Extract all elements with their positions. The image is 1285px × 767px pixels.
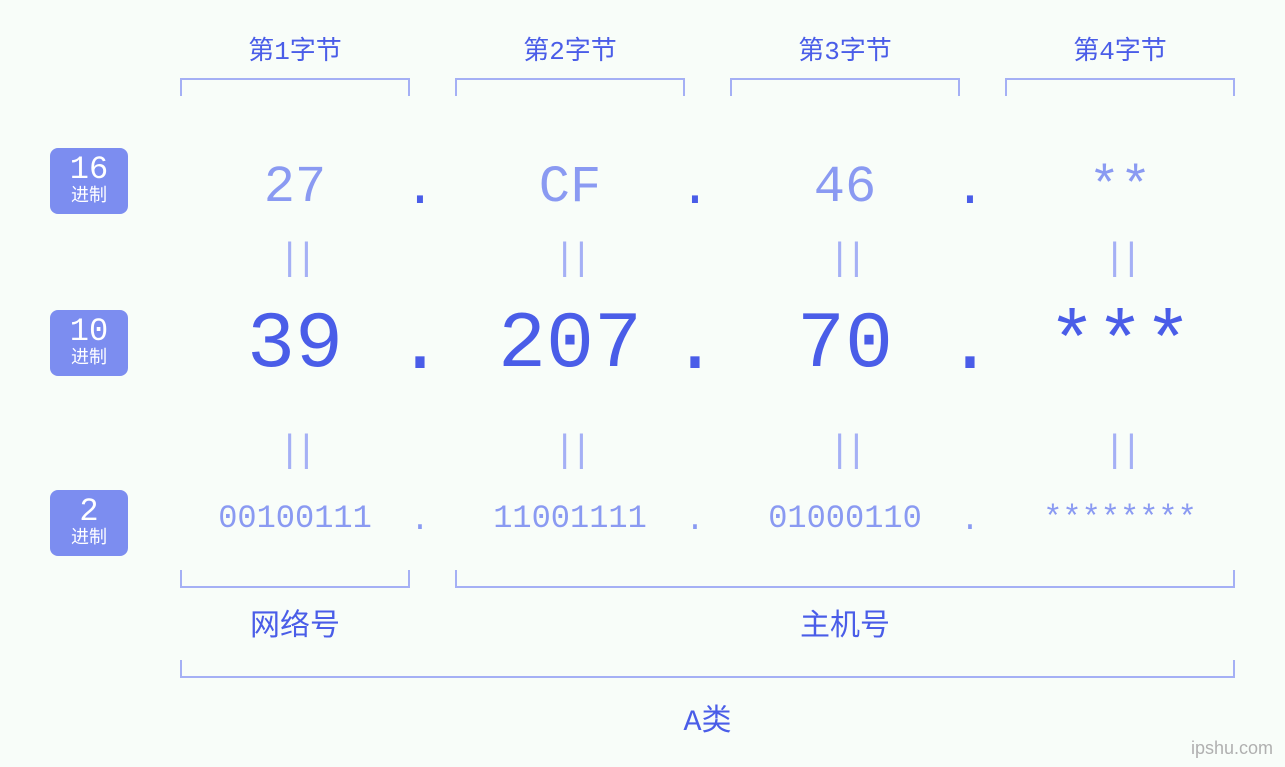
bin-byte-2: 11001111 <box>450 500 690 537</box>
hex-byte-1: 27 <box>175 158 415 217</box>
byte-bracket-3 <box>730 78 960 96</box>
watermark: ipshu.com <box>1191 738 1273 759</box>
hex-byte-2: CF <box>450 158 690 217</box>
eq-dec-bin-4: || <box>1000 430 1240 473</box>
class-bracket <box>180 660 1235 678</box>
bin-byte-4: ******** <box>1000 500 1240 537</box>
base-txt: 进制 <box>50 530 128 548</box>
eq-dec-bin-2: || <box>450 430 690 473</box>
eq-hex-dec-1: || <box>175 238 415 281</box>
dec-dot-3: . <box>945 302 995 393</box>
eq-hex-dec-3: || <box>725 238 965 281</box>
base-badge-16: 16 进制 <box>50 148 128 214</box>
dec-dot-2: . <box>670 302 720 393</box>
eq-hex-dec-2: || <box>450 238 690 281</box>
base-txt: 进制 <box>50 350 128 368</box>
hex-dot-3: . <box>950 160 990 219</box>
byte-header-2: 第2字节 <box>450 30 690 67</box>
bin-dot-1: . <box>400 502 440 539</box>
base-num: 2 <box>50 496 128 528</box>
hex-dot-2: . <box>675 160 715 219</box>
hex-byte-3: 46 <box>725 158 965 217</box>
dec-dot-1: . <box>395 302 445 393</box>
hex-byte-4: ** <box>1000 158 1240 217</box>
eq-hex-dec-4: || <box>1000 238 1240 281</box>
byte-bracket-1 <box>180 78 410 96</box>
byte-header-1: 第1字节 <box>175 30 415 67</box>
network-bracket <box>180 570 410 588</box>
class-label: A类 <box>180 695 1235 740</box>
bin-dot-3: . <box>950 502 990 539</box>
base-num: 10 <box>50 316 128 348</box>
host-bracket <box>455 570 1235 588</box>
host-label: 主机号 <box>455 600 1235 645</box>
base-badge-10: 10 进制 <box>50 310 128 376</box>
base-badge-2: 2 进制 <box>50 490 128 556</box>
bin-byte-1: 00100111 <box>175 500 415 537</box>
hex-dot-1: . <box>400 160 440 219</box>
base-num: 16 <box>50 154 128 186</box>
eq-dec-bin-3: || <box>725 430 965 473</box>
byte-bracket-2 <box>455 78 685 96</box>
dec-byte-1: 39 <box>175 300 415 391</box>
dec-byte-2: 207 <box>450 300 690 391</box>
dec-byte-4: *** <box>1000 300 1240 391</box>
byte-header-4: 第4字节 <box>1000 30 1240 67</box>
base-txt: 进制 <box>50 188 128 206</box>
byte-bracket-4 <box>1005 78 1235 96</box>
dec-byte-3: 70 <box>725 300 965 391</box>
byte-header-3: 第3字节 <box>725 30 965 67</box>
network-label: 网络号 <box>175 600 415 645</box>
eq-dec-bin-1: || <box>175 430 415 473</box>
bin-dot-2: . <box>675 502 715 539</box>
bin-byte-3: 01000110 <box>725 500 965 537</box>
